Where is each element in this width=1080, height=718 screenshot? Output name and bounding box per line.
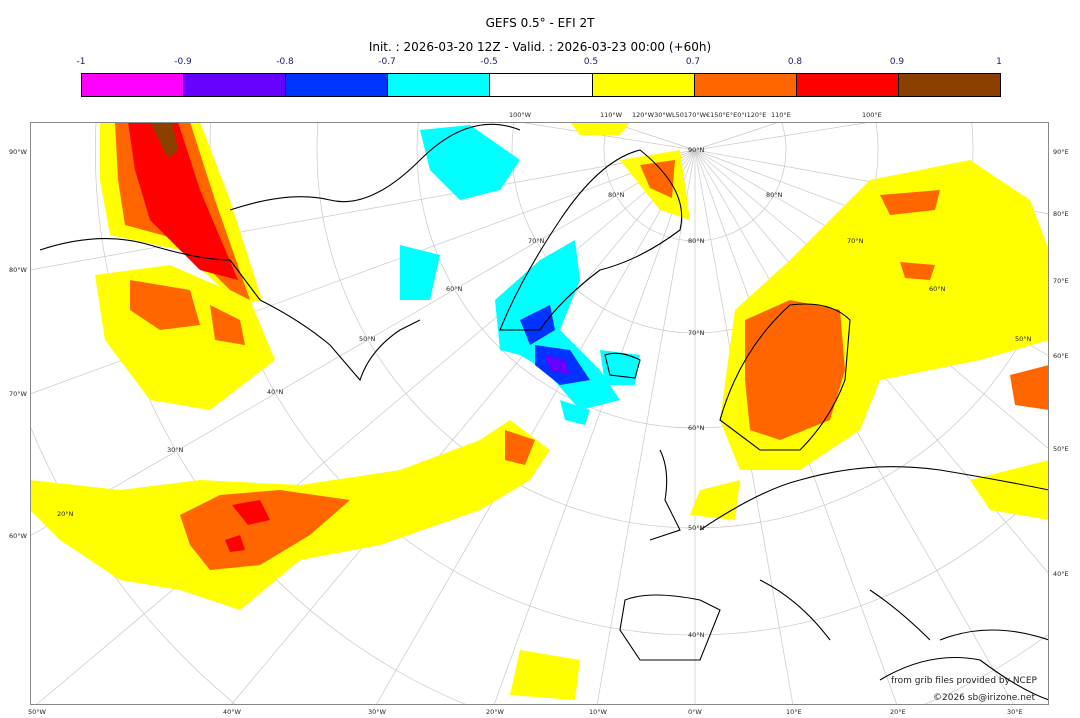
lon-label-top: 100°W <box>509 111 532 119</box>
lon-label-top: 120°W30°WL50170°W€150°E°E0°I120°E <box>632 111 767 119</box>
lon-label-bottom: 40°W <box>223 708 241 716</box>
lon-label-right: 80°E <box>1053 210 1069 218</box>
lon-label-left: 80°W <box>9 266 27 274</box>
colorbar-segment <box>694 74 797 96</box>
lon-label-bottom: 20°E <box>890 708 906 716</box>
colorbar-tick: -0.9 <box>174 57 192 67</box>
map-canvas <box>30 122 1049 705</box>
cold-anomaly-peak <box>545 355 570 375</box>
colorbar-tick: 0.8 <box>787 57 803 67</box>
lon-label-bottom: 20°W <box>486 708 504 716</box>
lon-label-top: 110°E <box>771 111 791 119</box>
lon-label-top: 110°W <box>600 111 623 119</box>
lon-label-bottom: 10°E <box>786 708 802 716</box>
lat-label: 30°N <box>167 446 184 454</box>
coastlines <box>39 123 1049 701</box>
lat-label: 70°N <box>688 329 705 337</box>
lat-label: 80°N <box>688 237 705 245</box>
lat-label: 80°N <box>766 191 783 199</box>
colorbar-segment <box>592 74 695 96</box>
colorbar-tick: -1 <box>76 57 86 67</box>
colorbar-segment <box>796 74 899 96</box>
warm-anomaly-alaska-peak <box>128 122 238 280</box>
colorbar-tick: 0.5 <box>583 57 599 67</box>
efi-anomaly-fields <box>30 122 1049 700</box>
cold-anomaly-greenland-west <box>400 125 640 425</box>
lat-label: 70°N <box>847 237 864 245</box>
colorbar-segment <box>490 74 593 96</box>
colorbar-tick: 0.7 <box>685 57 701 67</box>
lon-label-bottom: 0°W <box>688 708 702 716</box>
lat-label: 50°N <box>688 524 705 532</box>
lon-label-left: 90°W <box>9 148 27 156</box>
map-subtitle: Init. : 2026-03-20 12Z - Valid. : 2026-0… <box>368 40 712 54</box>
lon-label-bottom: 50°W <box>28 708 46 716</box>
warm-anomaly-greenland-east <box>570 122 690 220</box>
lat-label: 80°N <box>608 191 625 199</box>
lon-label-bottom: 30°E <box>1007 708 1023 716</box>
lon-label-left: 70°W <box>9 390 27 398</box>
lat-label: 60°N <box>929 285 946 293</box>
cold-anomaly-core <box>520 305 590 385</box>
warm-anomaly-alaska-extreme <box>150 122 178 158</box>
warm-anomaly-turkey <box>510 460 1049 700</box>
lon-label-right: 90°E <box>1053 148 1069 156</box>
lat-label: 60°N <box>688 424 705 432</box>
warm-anomaly-scandinavia-core <box>745 190 1049 440</box>
warm-anomaly-atlantic-peak <box>225 500 270 552</box>
colorbar-segment <box>286 74 389 96</box>
colorbar-tick: -0.5 <box>480 57 498 67</box>
warm-anomaly-atlantic-core <box>180 430 535 570</box>
lat-label: 70°N <box>528 237 545 245</box>
map-title: GEFS 0.5° - EFI 2T <box>485 16 595 30</box>
colorbar-segment <box>898 74 1000 96</box>
data-source-credit: from grib files provided by NCEP <box>891 676 1037 686</box>
lat-label: 50°N <box>1015 335 1032 343</box>
colorbar <box>81 73 1001 97</box>
colorbar-tick: 0.9 <box>889 57 905 67</box>
lat-label: 60°N <box>446 285 463 293</box>
warm-anomaly-greenland-core <box>640 160 675 198</box>
lat-label: 50°N <box>359 335 376 343</box>
colorbar-tick: 1 <box>996 57 1002 67</box>
lon-label-right: 40°E <box>1053 570 1069 578</box>
copyright-credit: ©2026 sb@irizone.net <box>933 693 1035 703</box>
colorbar-tick: -0.7 <box>378 57 396 67</box>
colorbar-segment <box>184 74 287 96</box>
lat-label: 40°N <box>688 631 705 639</box>
lon-label-right: 70°E <box>1053 277 1069 285</box>
colorbar-segment <box>388 74 491 96</box>
lon-label-bottom: 10°W <box>589 708 607 716</box>
colorbar-segment <box>82 74 185 96</box>
lon-label-top: 100°E <box>862 111 882 119</box>
lat-label: 20°N <box>57 510 74 518</box>
warm-anomaly-pacific-core <box>130 280 245 345</box>
colorbar-tick: -0.8 <box>276 57 294 67</box>
lon-label-right: 60°E <box>1053 352 1069 360</box>
lon-label-bottom: 30°W <box>368 708 386 716</box>
lat-label: 40°N <box>267 388 284 396</box>
lat-label: 90°N <box>688 146 705 154</box>
lon-label-right: 50°E <box>1053 445 1069 453</box>
lon-label-left: 60°W <box>9 532 27 540</box>
